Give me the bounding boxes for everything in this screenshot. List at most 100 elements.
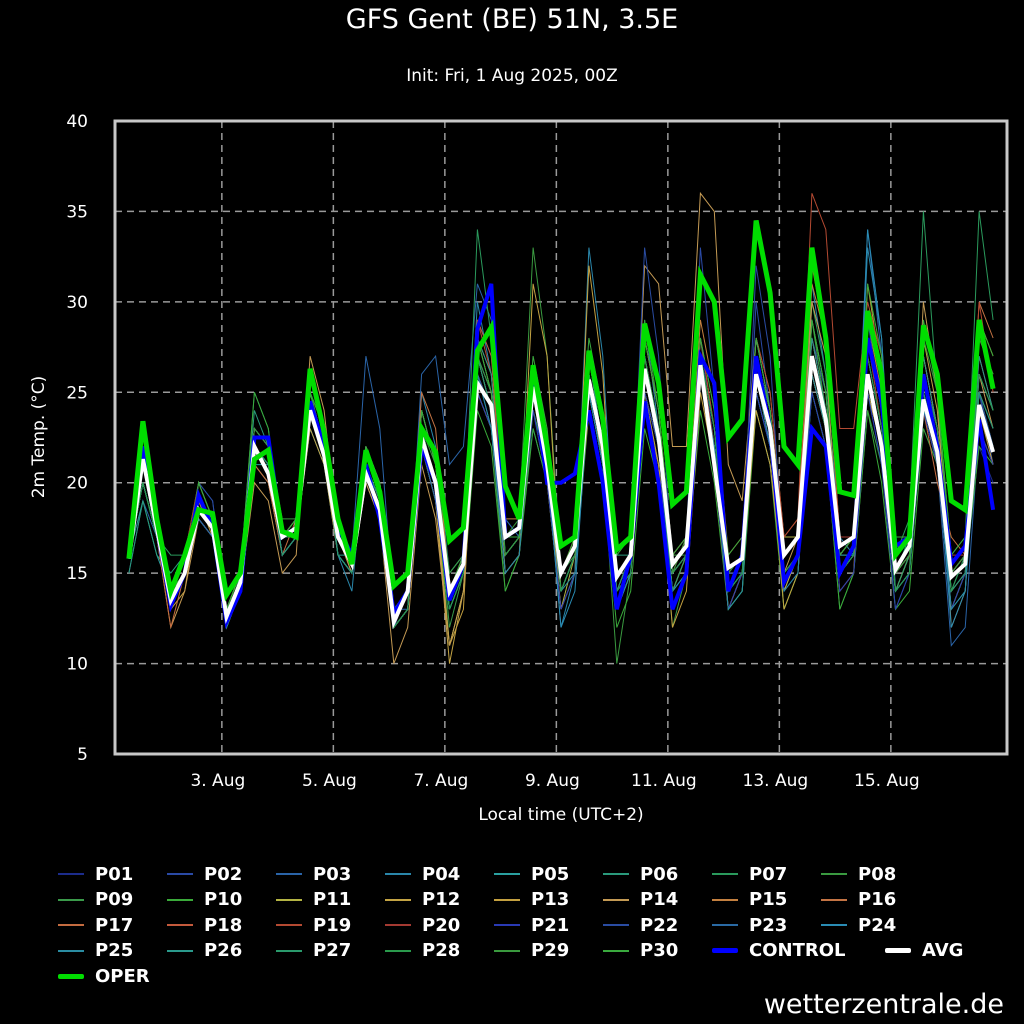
legend-item-p22: P22	[603, 913, 678, 937]
legend-swatch	[58, 949, 84, 952]
legend-item-p19: P19	[276, 913, 351, 937]
legend-item-p05: P05	[494, 862, 569, 886]
legend-label: P27	[313, 940, 352, 961]
y-tick-labels: 5 10 15 20 25 30 35 40	[66, 112, 88, 765]
legend-swatch	[167, 924, 193, 926]
legend-label: P23	[749, 914, 788, 936]
legend-item-p12: P12	[385, 888, 460, 912]
legend-item-p07: P07	[712, 862, 787, 886]
y-axis-label: 2m Temp. (°C)	[29, 376, 49, 499]
x-tick-label: 15. Aug	[854, 771, 920, 791]
legend-item-p29: P29	[494, 939, 569, 963]
legend-item-p23: P23	[712, 913, 787, 937]
legend-swatch	[276, 873, 302, 875]
x-tick-label: 9. Aug	[525, 771, 580, 791]
legend-label: P21	[531, 914, 570, 936]
legend-item-p30: P30	[603, 939, 678, 963]
legend-swatch	[712, 948, 738, 953]
legend-item-p08: P08	[821, 862, 896, 886]
x-tick-label: 13. Aug	[743, 771, 809, 791]
legend-label: P22	[640, 914, 679, 936]
legend-item-p01: P01	[58, 862, 133, 886]
x-tick-label: 11. Aug	[631, 771, 697, 791]
legend-item-p13: P13	[494, 888, 569, 912]
legend-item-p02: P02	[167, 862, 242, 886]
legend-label: P07	[749, 863, 788, 885]
x-tick-labels: 3. Aug 5. Aug 7. Aug 9. Aug 11. Aug 13. Aug 15…	[190, 771, 919, 791]
series-line-oper	[126, 220, 996, 602]
legend-item-p25: P25	[58, 939, 133, 963]
legend-swatch	[603, 924, 629, 926]
legend-item-avg: AVG	[885, 939, 963, 963]
legend-label: P03	[313, 863, 352, 885]
legend-item-p27: P27	[276, 939, 351, 963]
legend-swatch	[494, 924, 520, 926]
legend-swatch	[885, 948, 911, 953]
x-tick-label: 3. Aug	[190, 771, 245, 791]
legend-swatch	[821, 873, 847, 875]
legend-swatch	[167, 898, 193, 901]
y-tick-label: 15	[66, 564, 88, 584]
temperature-chart: 5 10 15 20 25 30 35 40 3. Aug 5. Aug 7. Aug 9. Aug…	[29, 112, 1009, 825]
legend-item-p24: P24	[821, 913, 896, 937]
legend-label: P08	[858, 863, 897, 885]
legend-label: P14	[640, 889, 679, 910]
legend-item-control: CONTROL	[712, 939, 846, 963]
legend-item-p15: P15	[712, 888, 787, 912]
legend-swatch	[58, 873, 84, 875]
legend-label: P04	[422, 863, 461, 885]
legend-item-p03: P03	[276, 862, 351, 886]
legend-label: P02	[204, 863, 243, 885]
series-lines	[126, 191, 996, 664]
y-tick-label: 5	[77, 745, 88, 765]
legend-item-p17: P17	[58, 913, 133, 937]
y-tick-label: 35	[66, 202, 88, 222]
legend-label: P05	[531, 863, 570, 885]
y-tick-label: 25	[66, 383, 88, 403]
legend-swatch	[712, 924, 738, 926]
legend-label: P20	[422, 914, 461, 936]
legend-label: P24	[858, 914, 897, 936]
legend-label: P25	[95, 940, 134, 961]
chart-title: GFS Gent (BE) 51N, 3.5E	[345, 4, 679, 35]
legend-swatch	[821, 898, 847, 901]
legend-label: P30	[640, 940, 679, 961]
legend-swatch	[494, 949, 520, 952]
legend-swatch	[603, 898, 629, 901]
legend-label: OPER	[95, 965, 150, 987]
legend-item-p06: P06	[603, 862, 678, 886]
legend-label: P19	[313, 914, 352, 936]
legend-label: P18	[204, 914, 243, 936]
legend-swatch	[58, 898, 84, 901]
legend-label: P29	[531, 940, 570, 961]
legend-swatch	[167, 873, 193, 875]
legend-swatch	[712, 898, 738, 901]
legend-label: P09	[95, 889, 134, 910]
legend-swatch	[603, 873, 629, 875]
legend-item-p16: P16	[821, 888, 896, 912]
legend-swatch	[276, 898, 302, 901]
legend-swatch	[276, 924, 302, 926]
legend-label: P06	[640, 863, 679, 885]
legend-item-p21: P21	[494, 913, 569, 937]
legend-item-p10: P10	[167, 888, 242, 912]
watermark: wetterzentrale.de	[763, 989, 1004, 1020]
legend-swatch	[494, 873, 520, 875]
plot-frame	[113, 119, 1009, 756]
y-tick-label: 20	[66, 474, 88, 494]
legend-swatch	[385, 898, 411, 901]
legend-swatch	[385, 924, 411, 926]
x-axis-label: Local time (UTC+2)	[478, 805, 643, 825]
legend-item-p26: P26	[167, 939, 242, 963]
legend-swatch	[385, 949, 411, 952]
legend-label: P13	[531, 889, 570, 910]
legend-item-p18: P18	[167, 913, 242, 937]
legend-label: P10	[204, 889, 243, 910]
legend-label: P17	[95, 914, 134, 936]
legend-item-p14: P14	[603, 888, 678, 912]
legend-swatch	[58, 924, 84, 926]
series-line-avg	[126, 355, 996, 630]
legend-item-oper: OPER	[58, 964, 150, 988]
legend-label: AVG	[922, 940, 964, 961]
legend-label: P28	[422, 940, 461, 961]
